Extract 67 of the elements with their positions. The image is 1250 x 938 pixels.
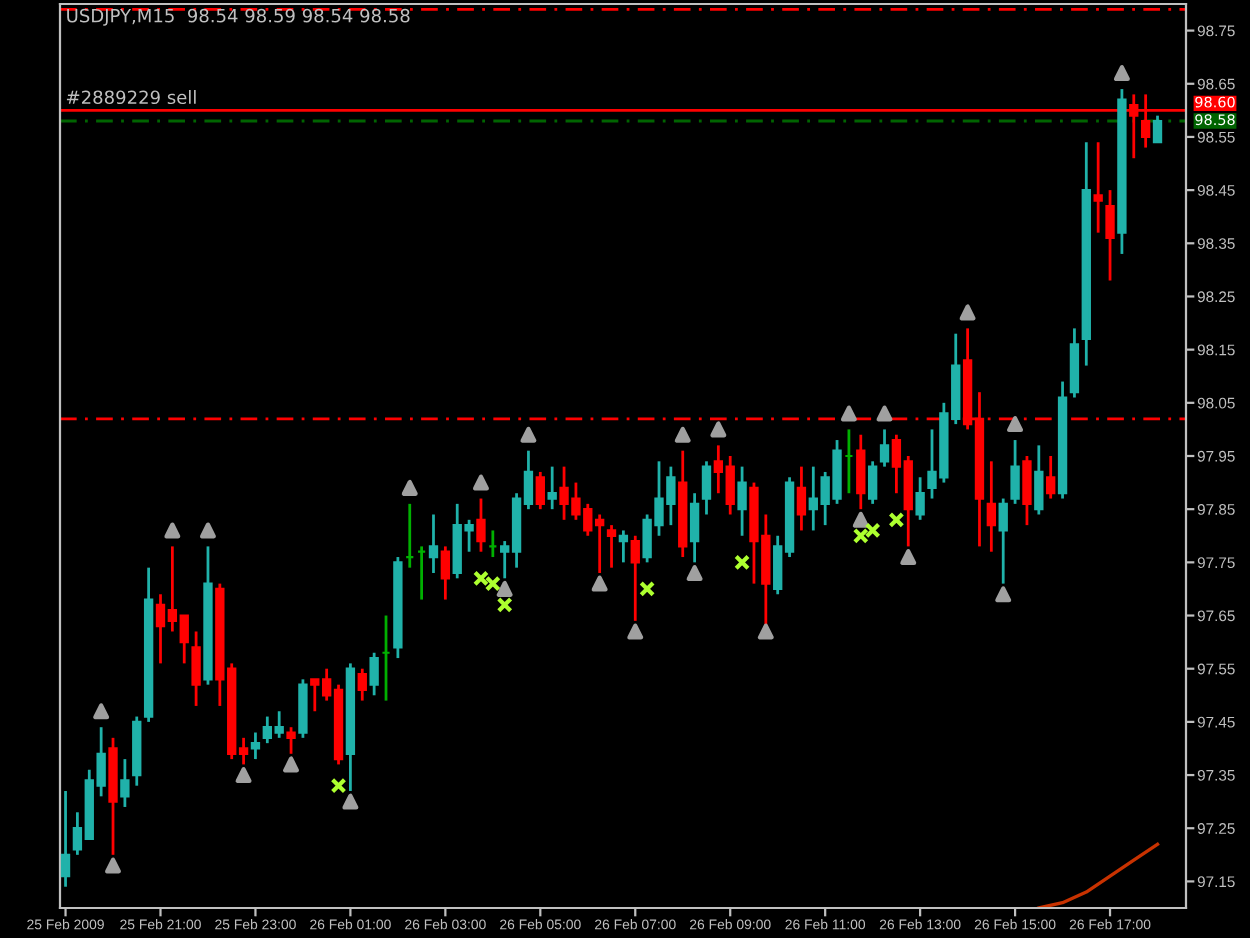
point — [105, 857, 121, 874]
candlestick — [1022, 454, 1032, 527]
annotation: #2889229 sell — [66, 90, 196, 105]
point — [496, 580, 513, 597]
point — [591, 575, 608, 592]
point — [1113, 65, 1130, 82]
candlestick — [357, 667, 367, 702]
point — [639, 580, 656, 597]
candlestick — [998, 497, 1008, 586]
point — [840, 405, 857, 422]
candlestick — [1069, 326, 1080, 399]
candlestick — [630, 534, 640, 623]
candlestick — [856, 433, 866, 511]
candlestick — [476, 497, 486, 554]
candlestick — [867, 459, 878, 506]
point — [734, 554, 751, 571]
point — [472, 474, 489, 491]
point — [995, 586, 1012, 603]
candlestick — [1010, 438, 1020, 506]
candlestick — [60, 789, 71, 889]
candlestick — [606, 523, 617, 570]
point — [900, 549, 917, 566]
point — [164, 522, 181, 539]
point — [959, 304, 976, 321]
point — [235, 767, 252, 784]
point — [627, 623, 644, 640]
candlestick — [120, 757, 130, 809]
candlestick — [286, 725, 296, 756]
point — [330, 777, 347, 794]
candlestick — [535, 470, 545, 511]
point — [686, 565, 703, 581]
candlestick — [191, 630, 201, 708]
candlestick — [796, 465, 807, 532]
candlestick — [737, 465, 747, 538]
point — [199, 522, 216, 539]
point — [520, 426, 537, 443]
candlestick — [547, 465, 557, 511]
candlestick — [440, 545, 451, 601]
point — [710, 421, 727, 438]
point — [876, 405, 893, 422]
point — [93, 703, 110, 720]
point — [852, 511, 869, 528]
candlestick — [298, 677, 308, 740]
candlestick — [986, 459, 997, 554]
candlestick — [618, 529, 629, 564]
point — [1007, 416, 1024, 433]
candlestick — [879, 428, 890, 469]
point — [757, 623, 774, 640]
point — [283, 756, 300, 773]
point — [888, 511, 905, 528]
candlestick — [428, 513, 439, 575]
point — [342, 793, 359, 810]
candlestick — [1152, 114, 1163, 144]
candlestick — [1046, 454, 1056, 500]
point — [401, 479, 418, 496]
candlestick — [915, 475, 925, 522]
candlestick — [1093, 140, 1103, 235]
candlestick — [1034, 443, 1044, 516]
chart-title: USDJPY,M15 98.54 98.59 98.54 98.58 — [67, 8, 410, 26]
point — [674, 426, 691, 443]
candlestick — [689, 491, 700, 564]
point — [496, 596, 513, 613]
line-series — [1037, 842, 1160, 908]
candlestick — [250, 731, 261, 761]
candlestick — [1105, 188, 1115, 282]
candlestick — [369, 651, 379, 697]
candlestick — [701, 459, 712, 516]
